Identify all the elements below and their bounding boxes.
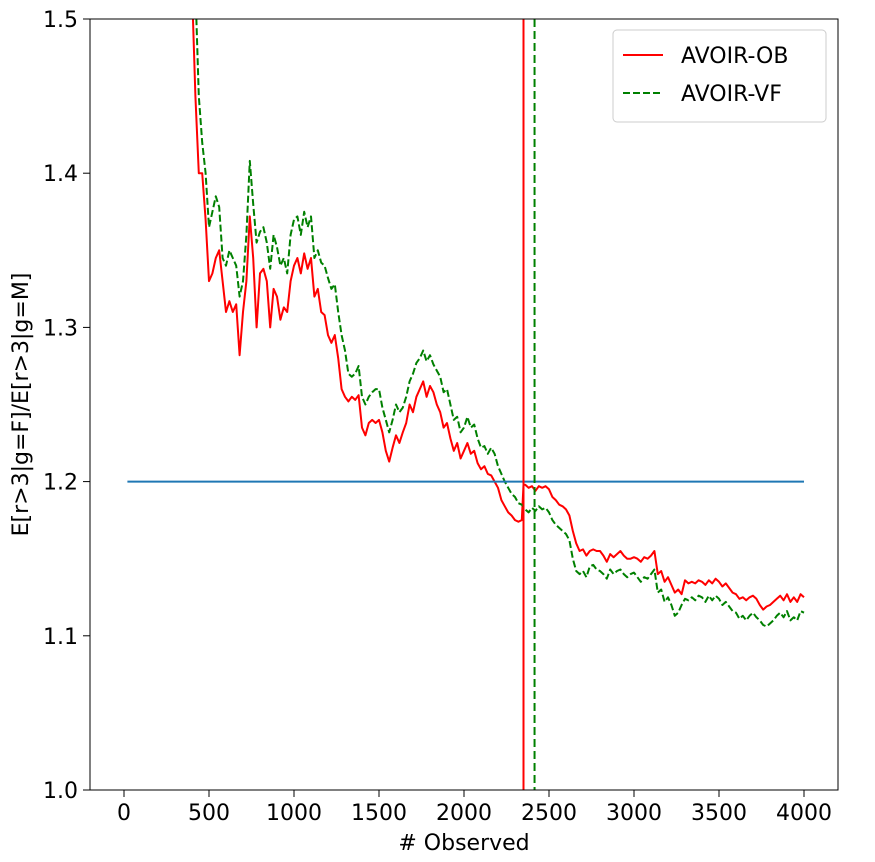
x-tick-label: 3000	[606, 801, 662, 826]
y-tick-label: 1.3	[43, 316, 78, 341]
legend-label: AVOIR-OB	[681, 44, 788, 69]
legend: AVOIR-OB AVOIR-VF	[612, 29, 827, 123]
x-axis-ticks: 0 500 1000 1500 2000 2500 3000 3500 4000	[117, 790, 832, 826]
reference-lines	[127, 19, 804, 790]
x-axis-label: # Observed	[398, 831, 529, 856]
series-layer	[191, 19, 805, 628]
x-tick-label: 2500	[521, 801, 577, 826]
y-tick-label: 1.0	[43, 779, 78, 804]
x-tick-label: 2000	[436, 801, 492, 826]
x-tick-label: 0	[117, 801, 131, 826]
x-tick-label: 4000	[776, 801, 832, 826]
legend-label: AVOIR-VF	[681, 82, 782, 107]
x-tick-label: 500	[188, 801, 230, 826]
y-tick-label: 1.5	[43, 8, 78, 33]
series-line-avoir-ob	[191, 19, 805, 611]
y-axis-label: E[r>3|g=F]/E[r>3|g=M]	[9, 273, 34, 537]
x-tick-label: 1500	[351, 801, 407, 826]
y-tick-label: 1.2	[43, 471, 78, 496]
x-tick-label: 3500	[691, 801, 747, 826]
y-tick-label: 1.4	[43, 162, 78, 187]
y-axis-ticks: 1.0 1.1 1.2 1.3 1.4 1.5	[43, 8, 90, 804]
x-tick-label: 1000	[266, 801, 322, 826]
series-line-avoir-vf	[195, 19, 805, 628]
y-tick-label: 1.1	[43, 625, 78, 650]
legend-box	[612, 29, 827, 123]
